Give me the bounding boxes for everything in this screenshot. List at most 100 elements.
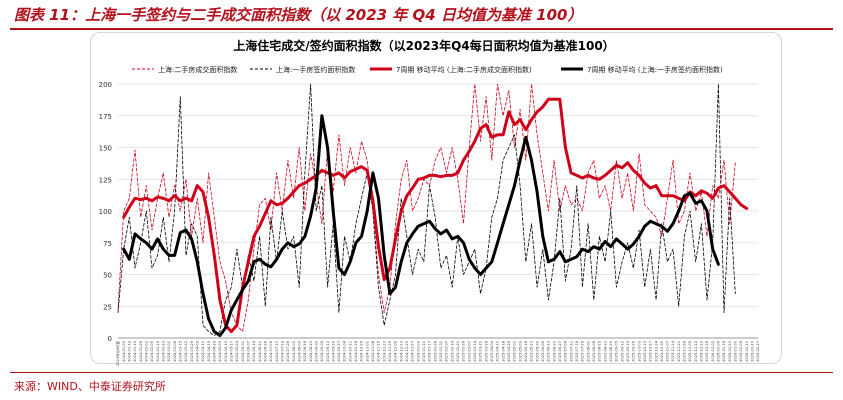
- x-tick-label: 2026-01-16: [722, 340, 726, 362]
- x-tick-label: 2024-08-16: [303, 340, 307, 362]
- series-line-3: [122, 97, 749, 334]
- x-tick-label: 2024-10-18: [354, 340, 358, 362]
- x-tick-label: 2026-01-09: [717, 340, 721, 362]
- x-tick-label: 2024-03-29: [190, 340, 194, 362]
- x-tick-label: 2024-08-30: [314, 340, 318, 362]
- x-tick-label: 2024-06-14: [252, 340, 256, 362]
- y-tick-label: 125: [99, 176, 112, 184]
- x-tick-label: 2024-02-09: [150, 340, 154, 362]
- x-tick-label: 2025-01-10: [422, 340, 426, 362]
- x-tick-label: 2024-03-15: [179, 341, 183, 362]
- x-tick-label: 2025-04-11: [496, 341, 500, 362]
- x-tick-label: 2024-11-01: [365, 341, 369, 362]
- x-tick-label: 2026-01-02: [711, 341, 715, 362]
- x-tick-label: 2025-10-31: [660, 341, 664, 362]
- x-tick-label: 2025-02-14: [450, 340, 454, 362]
- x-tick-label: 2024-06-07: [246, 341, 250, 362]
- x-tick-label: 2024-08-23: [309, 341, 313, 362]
- x-tick-label: 2025-08-29: [609, 340, 613, 362]
- x-tick-label: 2024-04-19: [207, 340, 211, 362]
- x-tick-label: 2025-03-07: [467, 341, 471, 362]
- x-tick-label: 2025-09-19: [626, 340, 630, 362]
- x-tick-label: 2024-05-03: [218, 341, 222, 362]
- figure-title: 图表 11：上海一手签约与二手成交面积指数（以 2023 年 Q4 日均值为基准…: [14, 6, 583, 24]
- x-tick-label: 2025-09-12: [620, 341, 624, 362]
- x-tick-label: 2025-06-20: [552, 340, 556, 362]
- x-tick-label: 2024-12-06: [394, 340, 398, 362]
- x-tick-label: 2025-09-05: [615, 341, 619, 362]
- x-tick-label: 2024-07-19: [280, 340, 284, 362]
- x-tick-label: 2026-02-27: [756, 341, 760, 362]
- x-tick-label: 2024-04-26: [212, 340, 216, 362]
- x-tick-label: 2025-02-07: [445, 341, 449, 362]
- x-tick-label: 2024-05-31: [241, 341, 245, 362]
- source-note: 来源：WIND、中泰证券研究所: [14, 380, 166, 393]
- x-tick-label: 2025-05-09: [518, 340, 522, 362]
- y-tick-label: 50: [103, 272, 112, 280]
- x-tick-label: 2024-07-12: [275, 341, 279, 362]
- x-tick-label: 2024-11-29: [388, 340, 392, 362]
- x-tick-label: 2024-11-15: [377, 341, 381, 362]
- x-tick-label: 2025-07-11: [569, 341, 573, 362]
- x-tick-label: 2024-12-13: [399, 341, 403, 362]
- x-tick-label: 2026-01-30: [734, 340, 738, 362]
- x-tick-label: 2025-10-17: [649, 341, 653, 362]
- x-tick-label: 2024-06-28: [263, 340, 267, 362]
- y-axis: 0 25 50 75 100 125 150 175 200: [99, 81, 112, 343]
- x-tick-label: 2025-03-14: [473, 340, 477, 362]
- x-tick-label: 2024-01-26: [139, 340, 143, 362]
- x-tick-label: 2024-05-17: [229, 341, 233, 362]
- x-tick-label: 2025-11-21: [677, 341, 681, 362]
- x-tick-label: 2025-06-13: [547, 341, 551, 362]
- x-tick-label: 2025-07-25: [581, 341, 585, 362]
- series-line-2: [117, 83, 736, 336]
- x-tick-label: 2025-08-08: [592, 340, 596, 362]
- x-tick-label: 2025-05-02: [513, 341, 517, 362]
- x-tick-label: 2025-04-04: [490, 340, 494, 362]
- series-line-1: [117, 83, 736, 332]
- x-tick-label: 2025-08-01: [586, 341, 590, 362]
- x-tick-label: 2024-10-25: [360, 341, 364, 362]
- series-lines: [117, 83, 749, 337]
- x-tick-label: 2024-09-13: [326, 341, 330, 362]
- x-tick-label: 2026-01-23: [728, 341, 732, 362]
- y-tick-label: 150: [99, 145, 112, 153]
- x-tick-label: 2024-02-02: [145, 341, 149, 362]
- x-tick-label: 2025-12-26: [705, 340, 709, 362]
- x-tick-label: 2023年Q4均值: [115, 341, 120, 366]
- x-tick-label: 2024-06-21: [258, 341, 262, 362]
- x-tick-label: 2025-06-06: [541, 340, 545, 362]
- x-tick-label: 2025-12-12: [694, 341, 698, 362]
- x-tick-label: 2025-04-25: [507, 341, 511, 362]
- chart-gridlines: [118, 83, 758, 339]
- x-tick-label: 2024-08-09: [297, 340, 301, 362]
- x-tick-label: 2026-02-06: [739, 340, 743, 362]
- x-tick-label: 2025-01-31: [439, 341, 443, 362]
- x-tick-label: 2024-11-22: [382, 341, 386, 362]
- x-tick-label: 2025-09-26: [632, 340, 636, 362]
- x-tick-label: 2025-12-19: [700, 340, 704, 362]
- x-tick-label: 2025-03-21: [479, 341, 483, 362]
- legend-label: 上海:一手房签约面积指数: [276, 65, 355, 74]
- x-tick-label: 2025-10-24: [654, 340, 658, 362]
- x-tick-label: 2025-12-05: [688, 341, 692, 362]
- x-tick-label: 2024-04-05: [195, 341, 199, 362]
- x-tick-label: 2024-12-27: [411, 341, 415, 362]
- legend-label: 7周期 移动平均 (上海:一手房签约面积指数): [587, 65, 723, 74]
- x-tick-label: 2024-05-10: [224, 340, 228, 362]
- x-tick-label: 2024-09-06: [320, 340, 324, 362]
- x-tick-label: 2024-02-23: [162, 341, 166, 362]
- x-tick-label: 2024-10-04: [343, 340, 347, 362]
- x-tick-label: 2025-01-03: [416, 341, 420, 362]
- x-tick-label: 2024-01-05: [122, 341, 126, 362]
- x-tick-label: 2024-12-20: [405, 340, 409, 362]
- x-tick-label: 2025-05-23: [530, 341, 534, 362]
- x-tick-label: 2024-01-19: [133, 340, 137, 362]
- x-tick-label: 2025-08-15: [598, 341, 602, 362]
- x-tick-label: 2024-10-11: [348, 341, 352, 362]
- x-tick-label: 2025-01-17: [428, 341, 432, 362]
- x-tick-label: 2025-10-03: [637, 341, 641, 362]
- source-divider: [10, 372, 833, 373]
- x-tick-label: 2025-03-28: [484, 340, 488, 362]
